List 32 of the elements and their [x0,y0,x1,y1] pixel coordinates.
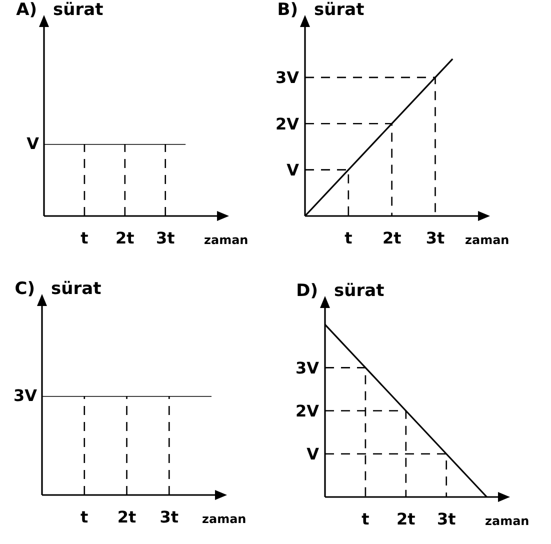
chart-title: B) [277,0,298,20]
x-tick-label: t [362,509,370,528]
x-axis-title: zaman [485,514,530,528]
annotation: V [26,134,39,154]
chart-title: D) [296,281,318,301]
y-tick-label: 3V [275,68,300,88]
chart-title: C) [14,279,35,299]
x-axis-title: zaman [465,233,510,247]
x-tick-label: t [344,228,353,248]
y-tick-label: 2V [295,401,320,420]
annotation: 3V [13,386,37,406]
chart-title: A) [16,0,37,20]
x-tick-label: 3t [156,228,176,248]
x-tick-label: 3t [426,228,445,248]
y-axis-title: sürat [314,0,364,20]
x-tick-label: 3t [160,507,179,526]
x-tick-label: 2t [116,228,135,248]
y-axis-title: sürat [51,279,102,299]
x-tick-label: t [80,507,89,526]
x-axis-title: zaman [204,233,248,247]
y-tick-label: V [306,444,320,464]
y-tick-label: 3V [295,358,320,378]
x-axis-title: zaman [202,512,246,526]
y-axis-title: sürat [53,0,104,20]
x-tick-label: 2t [396,509,416,528]
y-tick-label: V [286,160,300,180]
x-tick-label: 2t [117,507,137,526]
x-tick-label: 3t [436,509,456,528]
y-axis-title: sürat [334,281,384,301]
y-tick-label: 2V [275,114,300,134]
x-tick-label: 2t [382,228,402,248]
x-tick-label: t [80,228,89,248]
